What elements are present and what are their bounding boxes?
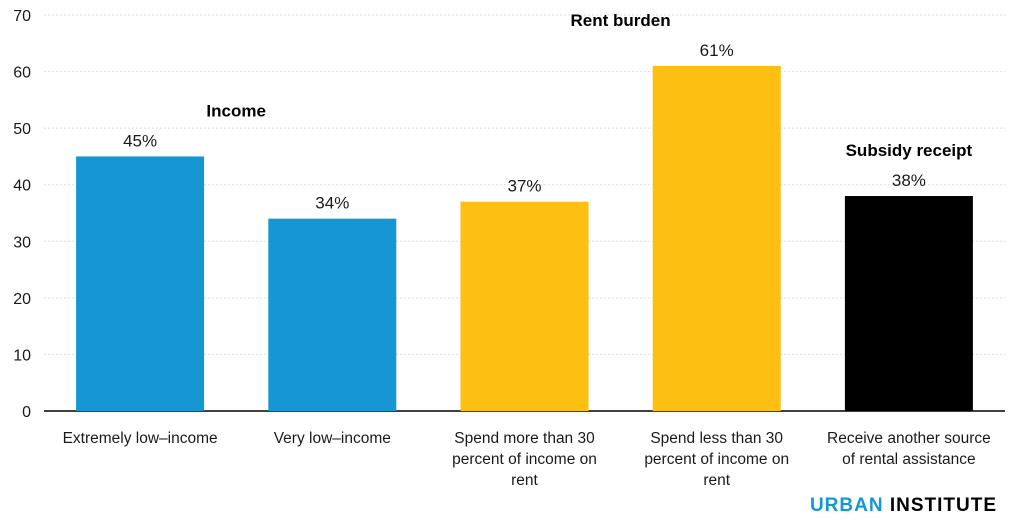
bar (268, 218, 397, 411)
x-tick-label: Spend more than 30 percent of income on re… (452, 430, 597, 489)
logo-institute-text: INSTITUTE (889, 495, 997, 516)
urban-institute-logo: URBAN INSTITUTE (810, 495, 997, 517)
y-tick-label: 60 (13, 65, 31, 82)
data-label: 38% (892, 171, 926, 190)
bar (844, 196, 973, 411)
x-tick-label: Extremely low–income (63, 430, 218, 447)
bar (652, 65, 781, 412)
group-label: Income (206, 101, 266, 120)
data-label: 34% (315, 194, 349, 213)
bar (460, 201, 589, 411)
data-label: 37% (507, 177, 541, 196)
y-tick-label: 40 (13, 178, 31, 195)
bar (76, 156, 205, 411)
x-tick-label: Receive another source of rental assistan… (827, 430, 991, 468)
group-label: Subsidy receipt (846, 141, 973, 160)
x-tick-label: Very low–income (274, 430, 391, 447)
y-tick-label: 70 (13, 8, 31, 25)
y-tick-label: 50 (13, 121, 31, 138)
data-label: 45% (123, 131, 157, 150)
x-tick-label: Spend less than 30 percent of income on re… (644, 430, 789, 489)
logo-urban-text: URBAN (809, 495, 884, 516)
y-tick-label: 10 (13, 347, 31, 364)
group-label: Rent burden (571, 11, 671, 30)
y-tick-label: 30 (13, 234, 31, 251)
y-tick-label: 0 (22, 404, 31, 421)
data-label: 61% (700, 41, 734, 60)
y-tick-label: 20 (13, 291, 31, 308)
